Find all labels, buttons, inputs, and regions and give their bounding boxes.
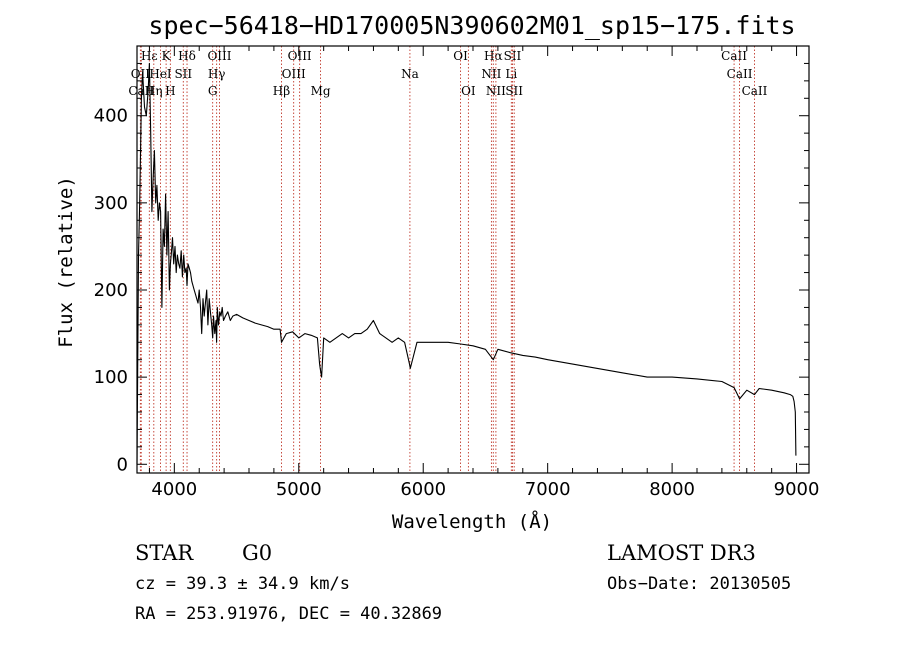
spectral-line-label: Li	[505, 67, 517, 81]
spectral-line-label: Na	[401, 67, 419, 81]
object-type: STAR	[135, 541, 194, 565]
spectral-line-label: NII	[486, 84, 506, 98]
survey-name: LAMOST DR3	[607, 541, 756, 565]
spectral-line-label: Mg	[311, 84, 331, 98]
spectral-line-label: Hε	[141, 49, 158, 63]
spectral-line-label: CaII	[727, 67, 753, 81]
object-subclass: G0	[242, 541, 272, 565]
spectral-line-label: SII	[504, 49, 522, 63]
spectral-line-label: OI	[453, 49, 468, 63]
coordinates: RA = 253.91976, DEC = 40.32869	[135, 604, 442, 624]
spectral-line-label: OII	[131, 67, 151, 81]
spectral-line-label: H	[165, 84, 175, 98]
chart-title: spec−56418−HD170005N390602M01_sp15−175.f…	[148, 11, 795, 40]
spectrum-series-line	[136, 62, 797, 465]
spectral-line-label: OI	[461, 84, 476, 98]
x-axis-label: Wavelength (Å)	[392, 510, 552, 533]
axis-ticks: 4000 5000 6000 7000 8000 9000 0 100 200 300 400	[94, 46, 820, 500]
spectral-line-label: SII	[174, 67, 192, 81]
spectral-line-label: HeI	[149, 67, 172, 81]
redshift-velocity: cz = 39.3 ± 34.9 km/s	[135, 574, 350, 594]
spectral-line-label: OIII	[282, 67, 306, 81]
y-tick-label: 200	[94, 280, 128, 301]
x-tick-label: 8000	[649, 479, 695, 500]
spectral-line-label: Hγ	[208, 67, 226, 81]
spectral-line-label: Hβ	[273, 84, 290, 98]
spectral-line-label: NII	[481, 67, 501, 81]
y-axis-label: Flux (relative)	[55, 176, 77, 348]
x-tick-label: 5000	[276, 479, 322, 500]
spectral-line-label: Hα	[484, 49, 503, 63]
spectral-line-label: G	[208, 84, 218, 98]
plot-frame	[136, 45, 810, 474]
x-tick-label: 4000	[151, 479, 197, 500]
spectral-line-label: OIII	[207, 49, 231, 63]
spectral-line-label: K	[162, 49, 172, 63]
y-tick-label: 300	[94, 193, 128, 214]
y-tick-label: 400	[94, 106, 128, 127]
spectral-line-label: CaII	[721, 49, 747, 63]
x-tick-label: 7000	[525, 479, 571, 500]
spectral-line-label: CaII	[742, 84, 768, 98]
observation-date: Obs−Date: 20130505	[607, 574, 791, 594]
y-tick-label: 100	[94, 367, 128, 388]
x-tick-label: 6000	[400, 479, 446, 500]
x-tick-label: 9000	[774, 479, 820, 500]
y-tick-label: 0	[117, 454, 128, 475]
spectral-line-label: SII	[505, 84, 523, 98]
spectral-line-label: OIII	[288, 49, 312, 63]
info-panel: STAR G0 LAMOST DR3 cz = 39.3 ± 34.9 km/s…	[135, 541, 791, 624]
spectral-line-label: Hδ	[178, 49, 196, 63]
